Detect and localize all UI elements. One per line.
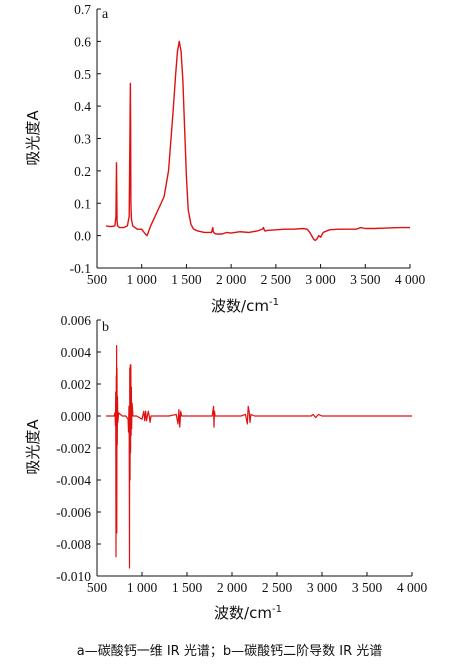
a-ytick-label: -0.1 (70, 261, 91, 276)
b-ytick-label: -0.006 (56, 505, 91, 520)
b-xtick-label: 2 500 (262, 580, 293, 595)
b-ytick-label: 0.000 (61, 409, 92, 424)
panel-b-xlabel-sup: -1 (272, 604, 282, 615)
a-ytick-label: 0.1 (74, 196, 91, 211)
panel-a-xlabel: 波数/cm-1 (211, 297, 279, 315)
b-ytick-label: 0.002 (61, 377, 91, 392)
b-xtick-label: 3 000 (307, 580, 338, 595)
panel-a-ylabel: 吸光度A (24, 110, 42, 166)
panel-a-tag: a (102, 7, 109, 22)
a-xtick-label: 3 500 (350, 272, 381, 287)
panel-a-chart: a -0.1 0.0 0.1 0.2 0.3 0.4 0.5 0.6 0.7 500 1 000 1… (24, 2, 425, 315)
panel-b-ylabel: 吸光度A (24, 419, 42, 475)
a-xtick-label: 2 500 (261, 272, 292, 287)
b-ytick-label: -0.008 (56, 537, 91, 552)
a-ytick-label: 0.3 (74, 132, 91, 147)
a-xtick-label: 2 000 (216, 272, 247, 287)
a-xtick-label: 1 500 (171, 272, 202, 287)
b-ytick-label: 0.004 (61, 345, 92, 360)
a-ytick-label: 0.4 (74, 99, 91, 114)
b-ytick-label: -0.010 (56, 569, 91, 584)
a-ytick-label: 0.0 (74, 229, 91, 244)
a-ytick-label: 0.2 (74, 164, 91, 179)
figure-canvas: a -0.1 0.0 0.1 0.2 0.3 0.4 0.5 0.6 0.7 500 1 000 1… (24, 2, 427, 622)
panel-b-chart: b -0.010 -0.008 -0.006 -0.004 -0.002 0.000 0.0… (24, 313, 427, 622)
panel-b-xlabel: 波数/cm-1 (214, 604, 282, 622)
b-ytick-label: -0.002 (56, 441, 91, 456)
panel-b-series-line (106, 345, 412, 569)
b-ytick-label: 0.006 (61, 313, 92, 328)
b-xtick-label: 3 500 (352, 580, 383, 595)
panel-a-xlabel-main: 波数/cm (211, 297, 269, 315)
b-xtick-label: 500 (87, 580, 108, 595)
panel-a-series-line (105, 40, 410, 242)
figure-caption: a—碳酸钙一维 IR 光谱；b—碳酸钙二阶导数 IR 光谱 (76, 644, 383, 659)
a-xtick-label: 500 (87, 272, 108, 287)
b-ytick-label: -0.004 (56, 473, 91, 488)
a-xtick-label: 4 000 (395, 272, 426, 287)
panel-a-xlabel-sup: -1 (269, 297, 279, 308)
a-xtick-label: 1 000 (127, 272, 158, 287)
b-xtick-label: 4 000 (397, 580, 428, 595)
a-ytick-label: 0.5 (74, 67, 91, 82)
b-xtick-label: 1 500 (172, 580, 203, 595)
b-xtick-label: 2 000 (217, 580, 248, 595)
panel-b-xlabel-main: 波数/cm (214, 604, 272, 622)
a-ytick-label: 0.6 (74, 34, 91, 49)
panel-b-tag: b (102, 320, 109, 335)
b-xtick-label: 1 000 (127, 580, 158, 595)
a-ytick-label: 0.7 (74, 2, 91, 17)
a-xtick-label: 3 000 (305, 272, 336, 287)
